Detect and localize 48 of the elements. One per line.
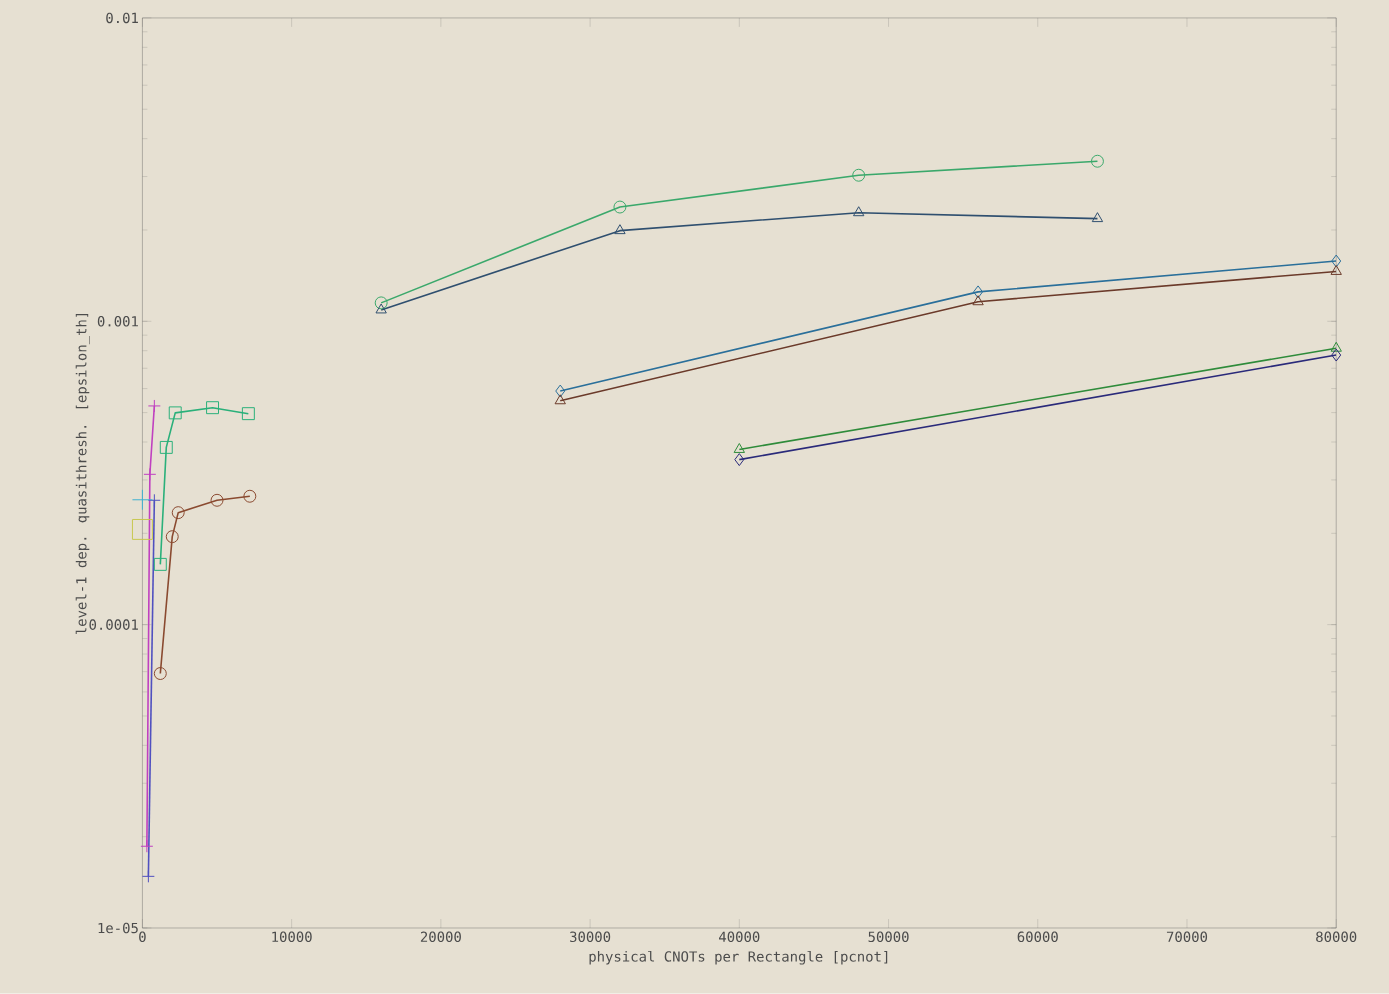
y-tick-label: 0.01 <box>106 12 138 24</box>
point <box>1090 154 1104 168</box>
point <box>147 399 161 413</box>
point <box>1331 348 1342 362</box>
point <box>159 441 173 455</box>
point <box>206 401 220 415</box>
x-axis-title: physical CNOTs per Rectangle [pcnot] <box>589 951 888 965</box>
point <box>143 468 157 481</box>
point <box>141 870 155 883</box>
y-tick-label: 1e-05 <box>98 922 138 934</box>
point <box>210 493 224 507</box>
point <box>153 667 167 681</box>
point <box>554 394 566 405</box>
point <box>153 558 167 572</box>
x-tick-label: 50000 <box>868 931 909 943</box>
point <box>853 206 865 217</box>
x-tick-label: 40000 <box>719 931 760 943</box>
point <box>241 407 255 421</box>
y-axis-title: level-1 dep. quasithresh. [epsilon_th] <box>75 314 90 635</box>
x-tick-label: 10000 <box>272 931 312 943</box>
y-tick-label: 0.001 <box>97 316 138 327</box>
point <box>171 506 185 520</box>
y-tick-label: 0.0001 <box>89 619 138 631</box>
point <box>131 519 153 541</box>
point <box>734 453 745 467</box>
point <box>1330 265 1342 276</box>
point <box>613 200 627 214</box>
point <box>243 489 257 503</box>
point <box>140 839 154 853</box>
x-tick-label: 20000 <box>420 931 461 943</box>
point <box>555 384 566 398</box>
point <box>168 406 182 420</box>
point <box>614 224 626 235</box>
point <box>131 489 153 511</box>
point <box>1091 212 1104 223</box>
point <box>375 303 387 314</box>
point <box>852 168 866 182</box>
point <box>165 530 179 544</box>
point <box>374 296 388 310</box>
x-tick-label: 0 <box>139 931 146 943</box>
x-tick-label: 60000 <box>1017 931 1058 943</box>
x-tick-label: 30000 <box>570 931 611 943</box>
point <box>147 493 161 507</box>
point <box>1331 254 1342 268</box>
point <box>973 285 984 299</box>
x-tick-label: 70000 <box>1166 931 1208 943</box>
x-tick-label: 80000 <box>1316 931 1357 943</box>
point <box>972 295 984 306</box>
